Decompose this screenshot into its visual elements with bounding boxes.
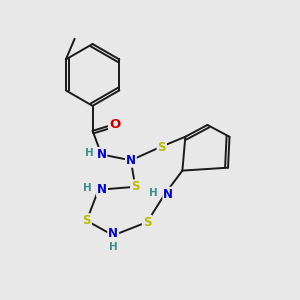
Text: S: S: [131, 180, 140, 193]
Text: N: N: [126, 154, 136, 167]
Text: N: N: [108, 227, 118, 240]
Text: H: H: [149, 188, 158, 198]
Text: S: S: [158, 141, 166, 154]
Text: N: N: [97, 183, 107, 196]
Text: O: O: [109, 118, 120, 131]
Text: N: N: [163, 188, 173, 201]
Text: H: H: [83, 183, 92, 193]
Text: O: O: [109, 118, 120, 131]
Text: N: N: [96, 148, 106, 161]
Text: H: H: [85, 148, 93, 158]
Text: S: S: [82, 214, 91, 227]
Text: H: H: [109, 242, 118, 252]
Text: S: S: [143, 216, 151, 229]
